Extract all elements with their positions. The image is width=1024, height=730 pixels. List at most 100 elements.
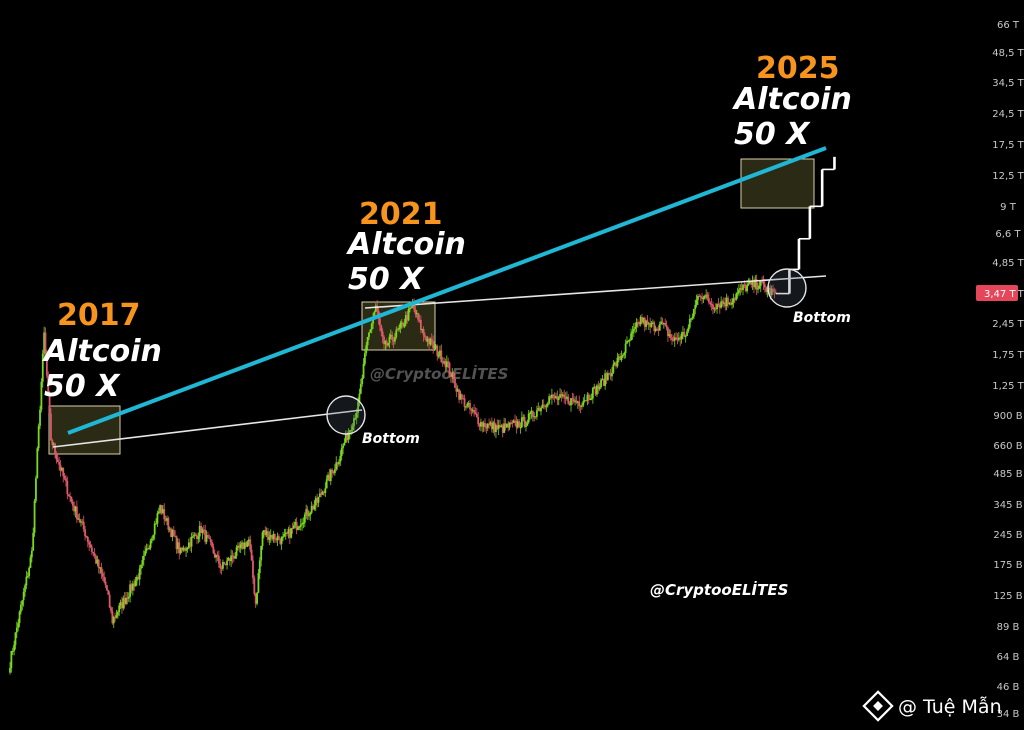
- candle: [679, 337, 682, 340]
- candle: [318, 493, 321, 498]
- projection-candle: [797, 238, 801, 270]
- candle: [86, 536, 89, 542]
- candle: [729, 302, 732, 305]
- candle: [336, 462, 339, 465]
- candle: [606, 373, 609, 380]
- current-price-tag: 3,47 T: [976, 285, 1018, 301]
- candle: [522, 417, 525, 419]
- candle: [387, 343, 390, 346]
- candle: [705, 294, 708, 296]
- candle: [160, 505, 163, 514]
- candle: [630, 333, 632, 340]
- candle: [222, 562, 224, 569]
- candle: [559, 394, 561, 398]
- candle: [56, 459, 59, 463]
- candle: [52, 443, 55, 445]
- candle: [75, 506, 78, 520]
- candle: [642, 317, 645, 323]
- candle: [28, 567, 31, 577]
- candle: [699, 296, 702, 298]
- watermark: @CryptooELİTES: [650, 580, 788, 599]
- candle: [267, 531, 269, 540]
- candle: [388, 336, 391, 344]
- year-2025: 2025: [756, 51, 840, 86]
- price-axis-tick-label: 345 B: [993, 500, 1022, 511]
- candle: [410, 307, 413, 309]
- candle: [389, 334, 392, 337]
- candle: [563, 394, 566, 398]
- candle: [394, 336, 396, 342]
- candle: [527, 413, 530, 423]
- candle: [234, 555, 237, 559]
- candle: [716, 304, 718, 310]
- candle: [279, 539, 282, 544]
- candle: [129, 584, 132, 597]
- candle: [141, 560, 144, 565]
- price-axis-tick-label: 34 B: [997, 709, 1020, 720]
- candle: [220, 567, 223, 570]
- candle: [434, 345, 437, 348]
- candle: [36, 448, 39, 479]
- candle: [335, 462, 338, 470]
- candle: [551, 394, 553, 399]
- price-axis-tick-label: 46 B: [997, 682, 1020, 693]
- candle: [273, 534, 276, 540]
- candle: [110, 607, 112, 612]
- candle: [224, 564, 227, 566]
- candle: [189, 542, 192, 547]
- candle: [404, 315, 407, 324]
- candle: [637, 322, 639, 324]
- candle: [571, 398, 574, 400]
- candle: [501, 425, 504, 433]
- candle: [757, 288, 759, 290]
- candle: [462, 398, 465, 400]
- candle: [533, 416, 536, 418]
- candle: [303, 514, 306, 523]
- candle: [136, 576, 138, 581]
- candle: [276, 536, 279, 541]
- candle: [193, 534, 196, 537]
- candle: [271, 535, 273, 540]
- candle: [298, 526, 301, 528]
- candle: [246, 541, 249, 547]
- candle: [140, 564, 142, 569]
- candle: [519, 426, 522, 429]
- candle: [436, 345, 439, 356]
- candle: [121, 602, 123, 609]
- candle: [96, 559, 99, 564]
- price-axis-tick-label: 34,5 T: [992, 78, 1024, 89]
- candle: [722, 302, 725, 304]
- candle: [324, 488, 327, 494]
- candle: [454, 378, 456, 388]
- candle: [602, 379, 605, 386]
- candle: [264, 530, 267, 535]
- candle: [11, 650, 14, 653]
- candle: [323, 491, 325, 494]
- candle: [581, 405, 583, 407]
- candle: [646, 320, 649, 324]
- candle: [358, 393, 361, 402]
- candle: [684, 336, 687, 338]
- candle: [668, 334, 671, 337]
- candle: [621, 355, 624, 357]
- candle: [67, 494, 70, 496]
- candle: [697, 295, 699, 300]
- candle: [739, 288, 742, 290]
- candle: [181, 547, 183, 551]
- candle: [772, 288, 774, 291]
- price-axis-tick-label: 900 B: [993, 411, 1022, 422]
- candle: [293, 525, 295, 529]
- candle: [329, 469, 332, 482]
- candle: [612, 364, 615, 373]
- candle: [638, 322, 641, 325]
- candle: [202, 529, 205, 531]
- candle: [84, 529, 86, 537]
- candle: [252, 560, 254, 579]
- candle: [639, 317, 642, 325]
- candle: [82, 521, 85, 530]
- price-axis-tick-label: 9 T: [1000, 202, 1017, 213]
- candle: [123, 598, 126, 604]
- altcoin-label-2017: Altcoin: [42, 334, 162, 369]
- candle: [18, 611, 21, 624]
